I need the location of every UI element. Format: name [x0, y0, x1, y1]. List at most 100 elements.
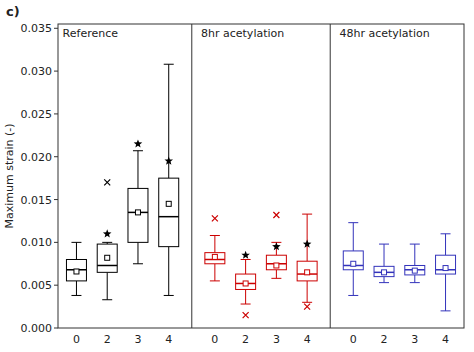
upper-cap: [241, 259, 251, 260]
y-tick: [54, 285, 58, 286]
lower-whisker: [276, 270, 277, 279]
box: [343, 251, 363, 270]
x-tick-label: 2: [242, 333, 249, 346]
mean-marker: [305, 270, 310, 275]
mean-marker: [105, 255, 110, 260]
flier-x: [304, 304, 310, 310]
x-tick-label: 2: [104, 333, 111, 346]
lower-cap: [379, 282, 389, 283]
upper-whisker: [414, 244, 415, 265]
upper-whisker: [353, 223, 354, 251]
lower-whisker: [76, 281, 77, 296]
upper-cap: [302, 214, 312, 215]
x-tick-label: 0: [73, 333, 80, 346]
box: [66, 259, 86, 280]
box: [97, 244, 117, 272]
lower-cap: [164, 295, 174, 296]
y-tick-label: 0.010: [21, 236, 53, 249]
upper-whisker: [214, 236, 215, 253]
section-divider: [330, 24, 331, 328]
lower-cap: [241, 304, 251, 305]
lower-whisker: [353, 270, 354, 296]
y-tick-label: 0.015: [21, 194, 53, 207]
upper-cap: [102, 242, 112, 243]
lower-cap: [441, 310, 451, 311]
lower-whisker: [214, 264, 215, 281]
y-tick: [54, 113, 58, 114]
marks: [66, 64, 455, 318]
chart: 0.0000.0050.0100.0150.0200.0250.0300.035…: [0, 0, 474, 352]
lower-cap: [410, 282, 420, 283]
box: [205, 253, 225, 264]
y-tick-label: 0.030: [21, 65, 53, 78]
box: [436, 255, 456, 274]
box: [374, 266, 394, 276]
lower-whisker: [168, 247, 169, 296]
upper-cap: [379, 244, 389, 245]
flier-star: [241, 251, 250, 259]
flier-x: [273, 212, 279, 218]
mean-marker: [74, 269, 79, 274]
lower-cap: [71, 295, 81, 296]
box: [236, 274, 256, 289]
x-tick-label: 4: [304, 333, 311, 346]
upper-whisker: [137, 151, 138, 189]
box: [266, 255, 286, 270]
box: [159, 178, 179, 247]
box: [405, 265, 425, 274]
lower-whisker: [245, 289, 246, 304]
y-tick: [54, 328, 58, 329]
y-tick-label: 0.000: [21, 322, 53, 335]
upper-cap: [133, 150, 143, 151]
mean-marker: [135, 210, 140, 215]
flier-star: [134, 139, 143, 147]
mean-marker: [166, 201, 171, 206]
upper-whisker: [76, 242, 77, 259]
x-tick-label: 0: [350, 333, 357, 346]
x-tick-label: 4: [165, 333, 172, 346]
upper-whisker: [384, 244, 385, 266]
mean-marker: [243, 281, 248, 286]
mean-marker: [443, 266, 448, 271]
mean-marker: [274, 263, 279, 268]
lower-whisker: [384, 277, 385, 283]
section-label: Reference: [63, 27, 119, 40]
title: c): [6, 4, 20, 19]
x-tick-label: 0: [211, 333, 218, 346]
mean-marker: [412, 268, 417, 273]
mean-marker: [382, 270, 387, 275]
flier-star: [103, 229, 112, 237]
x-tick-label: 4: [442, 333, 449, 346]
section-divider: [191, 24, 192, 328]
upper-whisker: [307, 214, 308, 261]
upper-cap: [210, 235, 220, 236]
x-tick-label: 3: [273, 333, 280, 346]
flier-x: [243, 312, 249, 318]
y-tick: [54, 71, 58, 72]
y-tick: [54, 242, 58, 243]
lower-cap: [271, 278, 281, 279]
flier-star: [164, 157, 173, 165]
mean-marker: [212, 254, 217, 259]
flier-x: [104, 179, 110, 185]
x-tick-label: 2: [381, 333, 388, 346]
lower-cap: [302, 302, 312, 303]
lower-whisker: [107, 272, 108, 299]
lower-cap: [102, 299, 112, 300]
y-tick-label: 0.005: [21, 279, 53, 292]
upper-cap: [348, 222, 358, 223]
lower-cap: [133, 263, 143, 264]
lower-whisker: [445, 274, 446, 311]
box: [297, 261, 317, 281]
flier-star: [272, 242, 281, 250]
median: [159, 216, 179, 218]
x-tick-label: 3: [411, 333, 418, 346]
y-tick: [54, 156, 58, 157]
y-tick: [54, 199, 58, 200]
section-label: 8hr acetylation: [201, 27, 284, 40]
upper-whisker: [245, 259, 246, 274]
median: [97, 265, 117, 267]
x-tick-label: 3: [134, 333, 141, 346]
upper-cap: [410, 244, 420, 245]
y-axis-label: Maximum strain (-): [3, 123, 16, 228]
